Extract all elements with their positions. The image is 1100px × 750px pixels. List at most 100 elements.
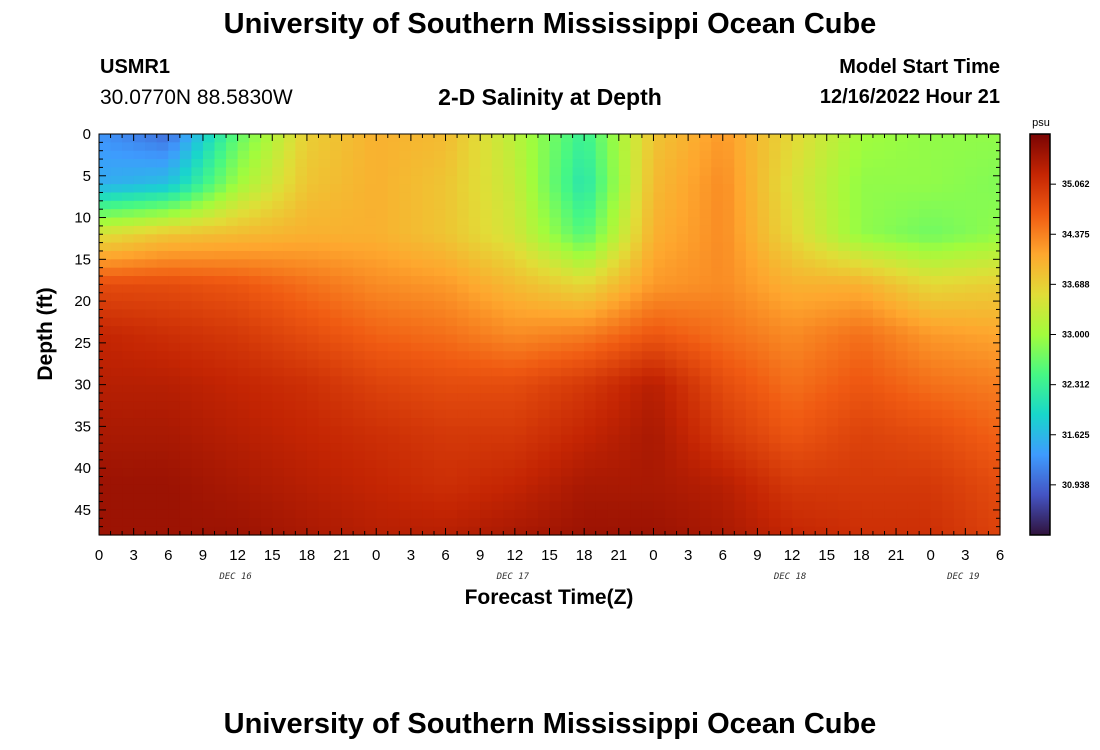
heatmap-cell	[803, 401, 816, 411]
heatmap-cell	[595, 484, 608, 494]
heatmap-cell	[838, 184, 851, 194]
heatmap-cell	[699, 418, 712, 427]
heatmap-cell	[168, 284, 181, 294]
heatmap-cell	[399, 392, 412, 402]
heatmap-cell	[826, 142, 839, 152]
heatmap-cell	[653, 309, 666, 319]
heatmap-cell	[306, 468, 320, 478]
heatmap-cell	[942, 284, 955, 294]
heatmap-cell	[330, 225, 343, 235]
heatmap-cell	[237, 509, 250, 519]
heatmap-cell	[272, 426, 285, 436]
heatmap-cell	[896, 418, 909, 427]
heatmap-cell	[468, 384, 481, 394]
heatmap-cell	[549, 501, 562, 511]
heatmap-cell	[214, 384, 227, 394]
heatmap-cell	[433, 367, 447, 377]
heatmap-cell	[965, 376, 978, 386]
heatmap-cell	[179, 250, 193, 260]
heatmap-cell	[907, 342, 920, 352]
heatmap-cell	[330, 259, 343, 269]
heatmap-cell	[549, 459, 562, 469]
heatmap-cell	[757, 484, 770, 494]
heatmap-cell	[145, 217, 158, 227]
heatmap-cell	[572, 359, 585, 369]
heatmap-cell	[618, 493, 631, 503]
heatmap-cell	[503, 150, 516, 160]
heatmap-cell	[699, 367, 712, 377]
heatmap-cell	[849, 526, 862, 536]
heatmap-cell	[503, 234, 516, 244]
heatmap-cell	[283, 518, 296, 528]
heatmap-cell	[792, 334, 805, 344]
heatmap-cell	[653, 484, 666, 494]
heatmap-cell	[549, 317, 562, 327]
heatmap-cell	[561, 384, 574, 394]
heatmap-cell	[260, 242, 273, 252]
heatmap-cell	[503, 259, 516, 269]
heatmap-cell	[919, 150, 932, 160]
heatmap-cell	[272, 200, 285, 210]
heatmap-cell	[630, 484, 643, 494]
heatmap-cell	[156, 367, 169, 377]
heatmap-cell	[792, 175, 805, 185]
heatmap-cell	[561, 326, 574, 336]
heatmap-cell	[953, 200, 966, 210]
heatmap-cell	[872, 518, 886, 528]
heatmap-cell	[156, 225, 169, 235]
heatmap-cell	[202, 309, 216, 319]
heatmap-cell	[364, 159, 377, 169]
heatmap-cell	[156, 267, 169, 277]
heatmap-cell	[353, 309, 366, 319]
heatmap-cell	[688, 317, 701, 327]
heatmap-cell	[734, 192, 747, 202]
heatmap-cell	[249, 192, 262, 202]
heatmap-cell	[872, 234, 886, 244]
heatmap-cell	[722, 217, 735, 227]
heatmap-cell	[838, 351, 851, 361]
heatmap-cell	[110, 301, 123, 311]
heatmap-cell	[237, 359, 250, 369]
heatmap-cell	[537, 384, 551, 394]
heatmap-cell	[283, 259, 296, 269]
heatmap-cell	[884, 326, 897, 336]
heatmap-cell	[514, 526, 527, 536]
heatmap-cell	[953, 234, 966, 244]
heatmap-cell	[133, 451, 146, 461]
heatmap-cell	[202, 468, 216, 478]
heatmap-cell	[480, 342, 493, 352]
heatmap-cell	[226, 276, 239, 285]
heatmap-cell	[884, 493, 897, 503]
heatmap-cell	[318, 184, 331, 194]
heatmap-cell	[665, 317, 678, 327]
heatmap-cell	[699, 326, 712, 336]
heatmap-cell	[722, 351, 735, 361]
heatmap-cell	[295, 225, 308, 235]
heatmap-cell	[584, 476, 597, 486]
heatmap-cell	[480, 384, 493, 394]
heatmap-cell	[861, 184, 874, 194]
heatmap-cell	[480, 443, 493, 453]
heatmap-cell	[572, 284, 585, 294]
heatmap-cell	[133, 376, 146, 386]
heatmap-cell	[283, 418, 296, 427]
heatmap-cell	[676, 159, 689, 169]
heatmap-cell	[803, 376, 816, 386]
heatmap-cell	[422, 459, 435, 469]
heatmap-cell	[491, 359, 504, 369]
heatmap-cell	[815, 443, 828, 453]
heatmap-cell	[503, 351, 516, 361]
heatmap-cell	[792, 301, 805, 311]
heatmap-cell	[410, 209, 424, 219]
heatmap-cell	[676, 459, 689, 469]
heatmap-cell	[792, 342, 805, 352]
heatmap-cell	[988, 359, 1001, 369]
heatmap-cell	[491, 317, 504, 327]
heatmap-cell	[491, 509, 504, 519]
heatmap-cell	[976, 159, 990, 169]
heatmap-cell	[202, 342, 216, 352]
heatmap-cell	[387, 134, 400, 143]
heatmap-cell	[561, 367, 574, 377]
heatmap-cell	[214, 309, 227, 319]
heatmap-cell	[861, 401, 874, 411]
